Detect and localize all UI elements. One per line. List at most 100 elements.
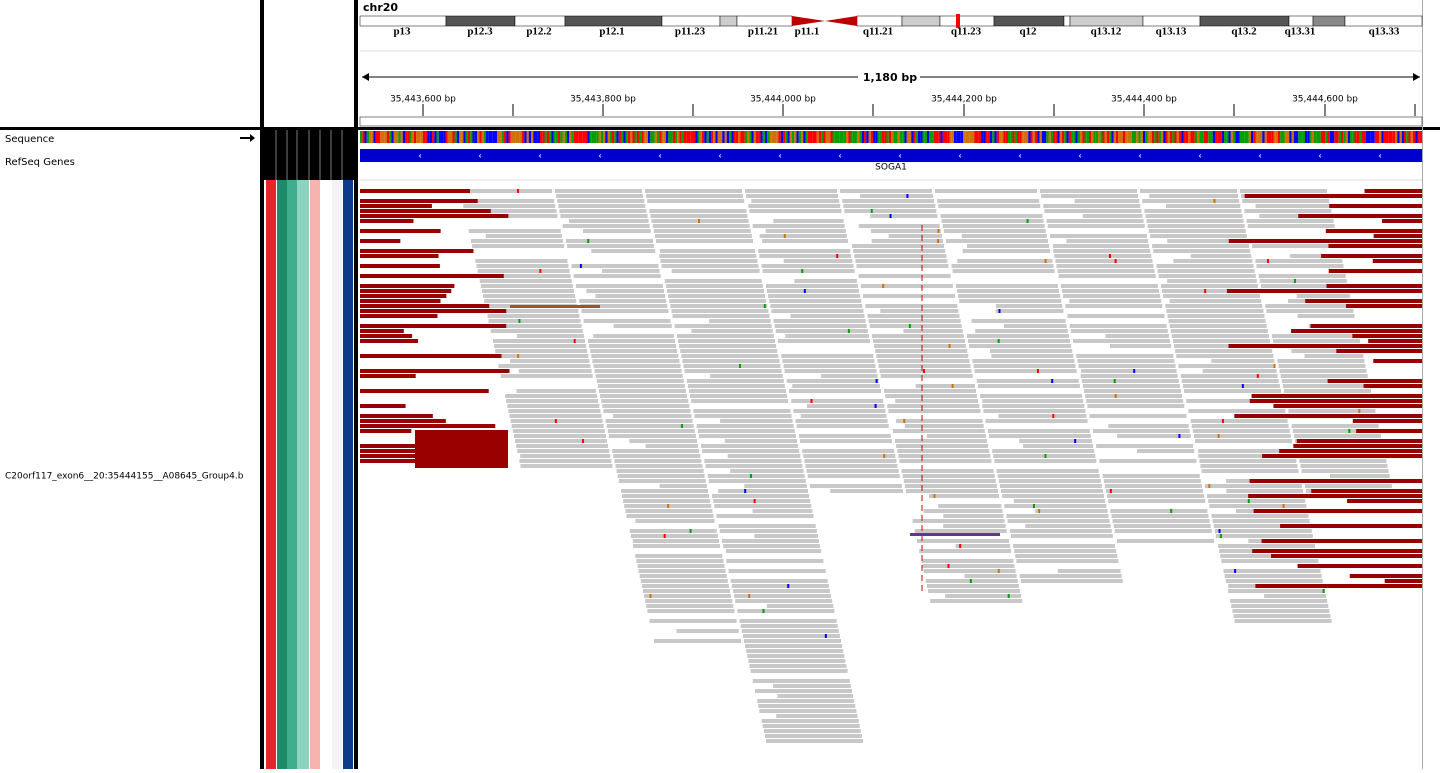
read (1186, 399, 1284, 403)
read (557, 199, 645, 203)
mismatch (1282, 504, 1285, 508)
cytoband (856, 15, 903, 27)
read (961, 234, 1047, 238)
read (629, 439, 697, 443)
read (560, 214, 648, 218)
read (897, 449, 990, 453)
read (518, 369, 592, 373)
ruler-tick-label: 35,443,600 bp (390, 95, 456, 105)
read-discordant (415, 430, 508, 468)
base (1086, 131, 1090, 143)
base (1001, 131, 1004, 143)
base (821, 131, 824, 143)
mismatch (908, 324, 911, 328)
mismatch (870, 209, 873, 213)
base (805, 131, 808, 143)
read (742, 634, 840, 638)
read-discordant (360, 389, 489, 393)
read (994, 459, 1097, 463)
read (942, 224, 1045, 228)
read (510, 359, 590, 363)
mismatch (517, 189, 520, 193)
gene-feature (360, 149, 1422, 162)
read-discordant (1273, 404, 1422, 408)
mismatch (959, 544, 962, 548)
read (660, 259, 758, 263)
base (1035, 131, 1038, 143)
base (679, 131, 682, 143)
base (1077, 131, 1081, 143)
read (589, 344, 677, 348)
base (634, 131, 637, 143)
mismatch (1208, 484, 1211, 488)
read (707, 474, 805, 478)
read (764, 734, 862, 738)
base (859, 131, 862, 143)
read (693, 409, 791, 413)
read (904, 484, 997, 488)
read (871, 334, 964, 338)
base (621, 131, 624, 143)
read-discordant (1252, 549, 1422, 553)
read (796, 424, 889, 428)
base (1377, 131, 1380, 143)
base (425, 131, 428, 143)
attr-column (321, 180, 331, 769)
read (1013, 544, 1116, 548)
base (533, 131, 536, 143)
read (869, 324, 962, 328)
base (969, 131, 973, 143)
base (1282, 131, 1285, 143)
base (1406, 131, 1409, 143)
mismatch (1348, 429, 1351, 433)
read (674, 324, 772, 328)
read (1085, 394, 1183, 398)
read (751, 199, 840, 203)
read (925, 579, 1018, 583)
read (1102, 474, 1200, 478)
base (1066, 131, 1069, 143)
base (706, 131, 709, 143)
read (750, 669, 848, 673)
read (902, 474, 995, 478)
base (857, 131, 860, 143)
read (716, 514, 814, 518)
read (1167, 239, 1248, 243)
base (1368, 131, 1371, 143)
cytoband-label: q12 (1019, 26, 1037, 38)
read (915, 384, 975, 388)
cytoband-label: q13.31 (1285, 26, 1316, 38)
base (699, 131, 703, 143)
base (1165, 131, 1168, 143)
base (1075, 131, 1078, 143)
read (621, 489, 708, 493)
read (1231, 604, 1329, 608)
cytoband (719, 15, 738, 27)
base (942, 131, 946, 143)
base (1323, 131, 1326, 143)
read (1057, 269, 1155, 273)
base (960, 131, 964, 143)
read (1144, 209, 1242, 213)
base (713, 131, 716, 143)
read (774, 324, 867, 328)
read (1258, 274, 1346, 278)
strand-chevron: ‹ (898, 152, 902, 162)
read (982, 399, 1084, 403)
cytoband (1344, 15, 1423, 27)
attr-column (332, 180, 342, 769)
read (652, 224, 750, 228)
read (745, 189, 837, 193)
read (903, 479, 996, 483)
read (704, 459, 802, 463)
read-discordant (1384, 579, 1422, 583)
read (517, 449, 610, 453)
read (1104, 484, 1202, 488)
read (930, 599, 1023, 603)
strand-chevron: ‹ (1078, 152, 1082, 162)
base (436, 131, 439, 143)
read (730, 579, 828, 583)
mismatch (1358, 409, 1361, 413)
read (614, 459, 702, 463)
base (900, 131, 903, 143)
